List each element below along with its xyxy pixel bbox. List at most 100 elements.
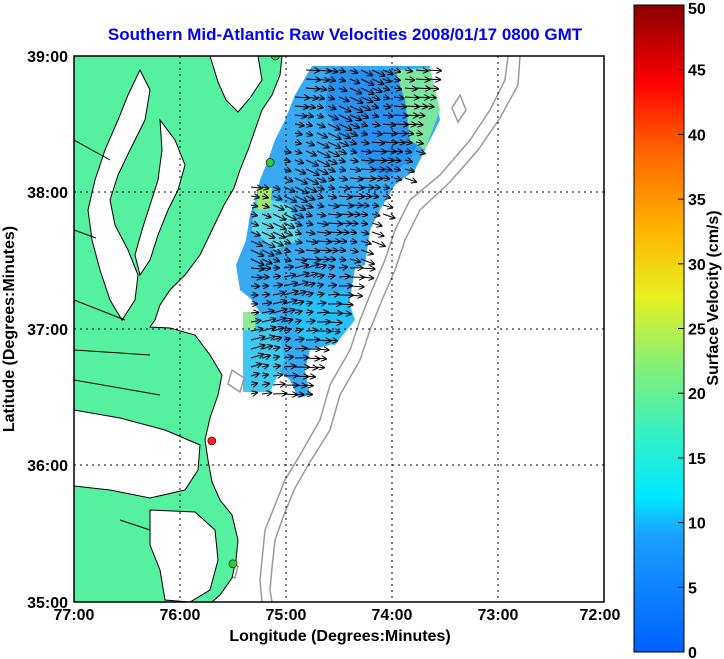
velocity-arrow [327,340,337,341]
velocity-arrow [426,106,434,107]
velocity-arrow [305,214,312,216]
velocity-arrow [338,267,347,268]
plot-frame [73,55,605,603]
velocity-arrow [305,223,312,225]
velocity-arrow [382,115,393,116]
velocity-arrow [261,231,274,238]
y-tick-label: 35:00 [27,595,68,612]
velocity-arrow [338,142,348,146]
velocity-arrow [349,151,356,153]
velocity-arrow [272,240,283,246]
velocity-arrow [338,123,351,130]
velocity-arrow [250,312,258,313]
velocity-arrow [283,339,290,340]
velocity-arrow [393,88,401,89]
velocity-arrow [316,340,330,341]
velocity-arrow [371,187,380,188]
velocity-arrow [250,383,257,385]
colorbar-label: Surface Velocity (cm/s) [705,210,722,385]
colorbar-tick-label: 5 [688,580,697,597]
velocity-arrow [294,160,303,163]
velocity-arrow [305,159,318,166]
velocity-arrow [316,241,331,242]
velocity-arrow [382,88,389,90]
velocity-arrow [305,106,315,108]
velocity-arrow [360,223,367,224]
velocity-arrow [404,70,412,71]
velocity-arrow [250,214,257,216]
velocity-arrow [327,259,335,260]
velocity-arrow [338,205,353,206]
radar-station-marker [228,559,238,569]
velocity-arrow [382,97,389,98]
velocity-arrow [338,97,349,101]
velocity-arrow [316,214,325,216]
velocity-arrow [294,241,302,243]
velocity-arrow [250,374,259,376]
velocity-arrow [272,347,279,349]
velocity-arrow [316,70,331,71]
velocity-arrow [393,115,408,116]
velocity-arrow [305,321,315,322]
velocity-arrow [338,169,345,171]
velocity-arrow [283,259,291,261]
velocity-arrow [338,313,351,314]
velocity-arrow [316,265,326,268]
x-axis: 77:00 76:00 75:00 74:00 73:00 72:00 Long… [54,607,621,645]
velocity-arrow [250,393,257,394]
velocity-arrow [349,295,362,296]
velocity-arrow [283,267,293,268]
velocity-arrow [415,79,429,80]
velocity-arrow [327,214,341,215]
velocity-arrow [349,160,358,162]
radar-station-marker [271,56,280,61]
velocity-arrow [250,277,262,278]
velocity-arrow [327,141,340,148]
velocity-arrow [349,196,364,197]
velocity-arrow [327,331,340,332]
velocity-arrow [261,356,270,358]
velocity-arrow [349,187,364,188]
radar-stations [207,56,280,569]
x-axis-label: Longitude (Degrees:Minutes) [229,628,450,645]
velocity-arrow [349,70,357,73]
velocity-arrow [349,133,357,136]
velocity-arrow [316,294,324,295]
velocity-arrow [283,329,290,331]
velocity-arrow [327,294,339,295]
velocity-arrow [283,357,293,358]
velocity-arrow [261,258,272,264]
velocity-arrow [272,384,285,385]
velocity-arrow [338,151,346,154]
velocity-arrow [415,88,430,89]
velocity-arrow [327,223,342,224]
velocity-arrow [316,205,323,207]
velocity-arrow [382,106,390,107]
velocity-arrow [327,322,342,323]
velocity-arrow [327,285,336,286]
velocity-arrow [393,124,408,125]
velocity-arrow [294,385,306,386]
velocity-arrow [415,70,428,71]
velocity-arrow [294,186,308,193]
velocity-arrow [305,250,319,251]
velocity-arrow [338,160,345,162]
velocity-arrow [305,264,319,269]
y-tick-label: 36:00 [27,458,68,475]
velocity-arrow [316,150,330,157]
velocity-arrow [338,196,352,197]
velocity-arrow [261,214,271,217]
velocity-arrow [305,394,312,395]
velocity-arrow [382,169,391,170]
velocity-arrow [338,223,351,224]
velocity-arrow [294,259,306,261]
velocity-arrow [360,249,373,254]
velocity-arrow [261,249,274,256]
velocity-arrow [272,250,281,253]
velocity-arrow [371,88,381,92]
velocity-arrow [316,168,328,174]
velocity-arrow [382,79,391,82]
velocity-arrow [338,241,346,242]
velocity-arrow [294,223,301,225]
velocity-arrow [360,69,372,75]
